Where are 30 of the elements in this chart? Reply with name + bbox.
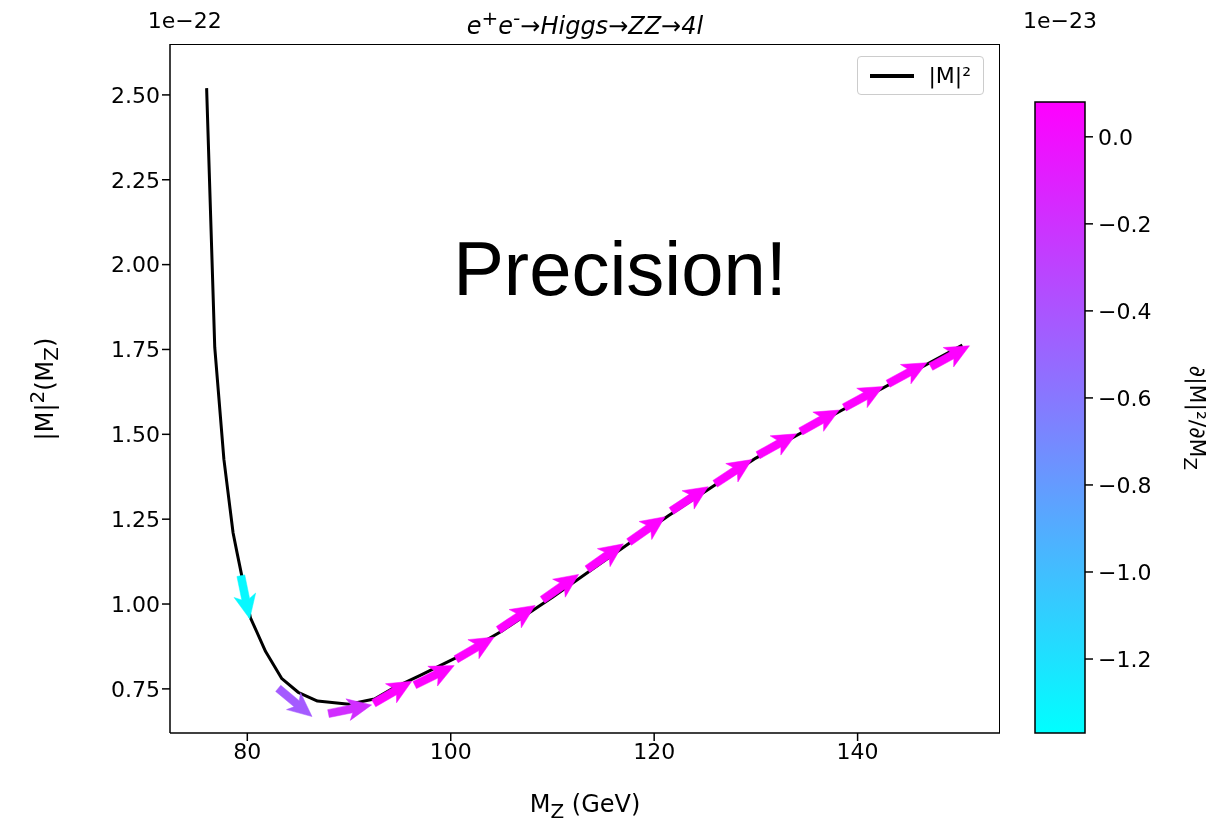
annotation: Precision! [453, 225, 787, 311]
y-tick-label: 2.50 [111, 82, 160, 108]
x-tick-label: 100 [429, 738, 472, 764]
y-tick-label: 0.75 [111, 676, 160, 702]
y-tick-label: 2.00 [111, 252, 160, 278]
color-bar-label: 0.0 [1098, 124, 1133, 150]
x-axis-title: M$_{Z}$ (GeV) [529, 790, 641, 823]
text: 1e−23 [1023, 8, 1097, 33]
point [668, 486, 709, 515]
color-bar-label: −0.4 [1098, 298, 1152, 324]
y-tick-label: 1.25 [111, 506, 160, 532]
color-bar-label: −0.8 [1098, 472, 1152, 498]
x-tick-label: 140 [836, 738, 879, 764]
x-tick-label: 80 [233, 738, 262, 764]
chart-title: e$^{+}$e$^{-}$→Higgs→ZZ→4l [466, 6, 704, 40]
y-tick-label: 2.25 [111, 167, 160, 193]
x-tick-label: 120 [633, 738, 676, 764]
color-bar-label: −0.2 [1098, 211, 1152, 237]
color-bar-label: −0.6 [1098, 385, 1152, 411]
text: 1e−22 [147, 8, 222, 33]
color-bar-label: −1.2 [1098, 646, 1152, 672]
y-tick-label: 1.75 [111, 337, 160, 363]
point [584, 543, 624, 573]
legend-label: |M|² [928, 63, 971, 88]
y-tick-label: 1.00 [111, 591, 160, 617]
point [712, 459, 753, 488]
point [626, 516, 666, 546]
color-bar-label: −1.0 [1098, 559, 1152, 585]
y-tick-label: 1.50 [111, 422, 160, 448]
point [496, 605, 536, 634]
